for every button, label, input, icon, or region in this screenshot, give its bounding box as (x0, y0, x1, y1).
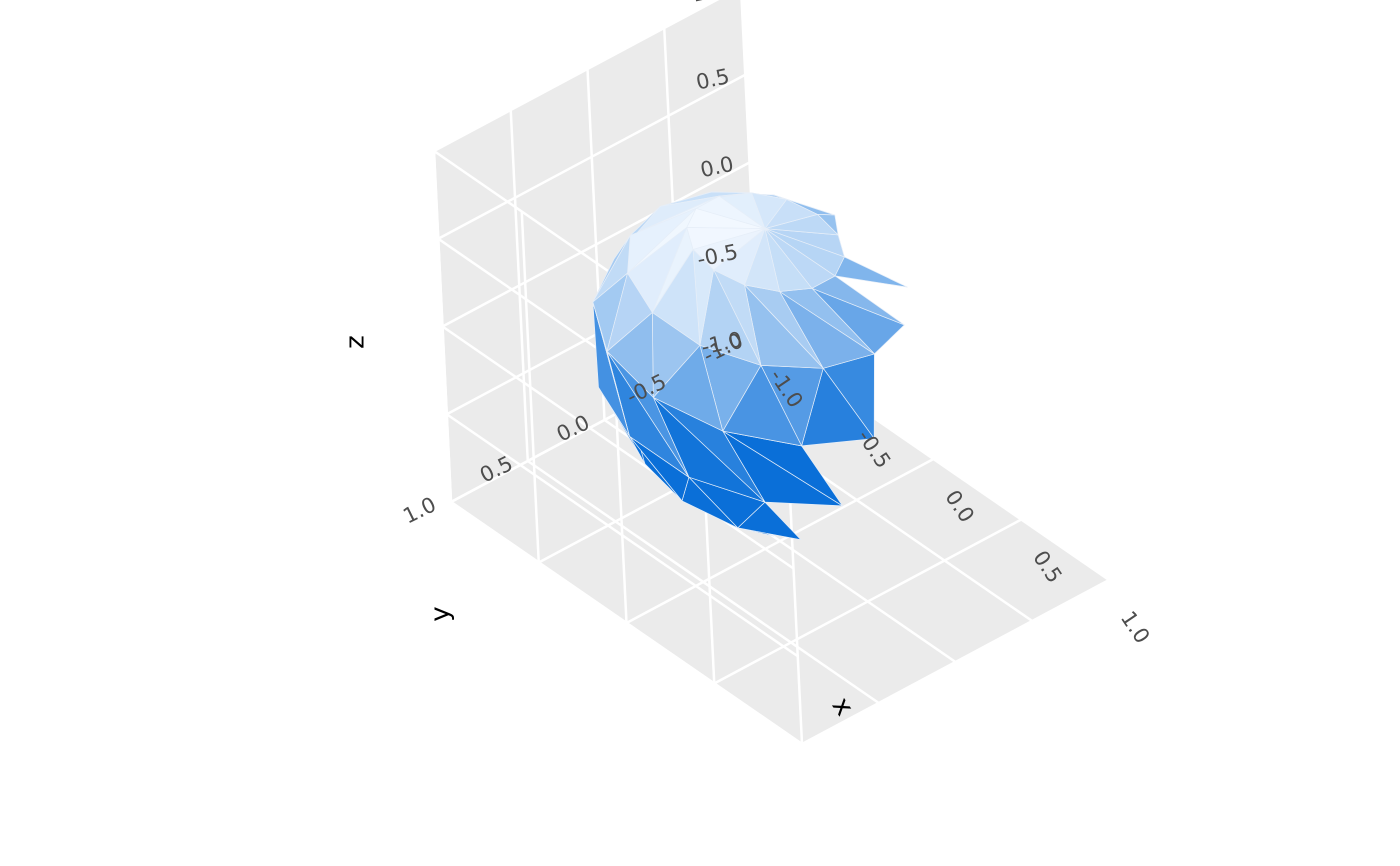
grid-line-y (527, 459, 880, 705)
surface-face (834, 256, 908, 288)
axis-titles: xyz (341, 335, 860, 721)
grid-line-z (433, 0, 720, 153)
x-tick-label: 1.0 (1116, 607, 1155, 648)
surface-face (606, 272, 653, 352)
grid-line-z (450, 500, 803, 746)
y-axis-title: y (426, 606, 456, 621)
grid-line-z (441, 325, 795, 570)
z-axis-title: z (341, 335, 371, 349)
grid-line-z (437, 73, 746, 240)
sphere-surface (592, 191, 908, 541)
y-tick-label: 1.0 (399, 492, 440, 528)
z-tick-label: 1.0 (690, 0, 728, 7)
grid-line-z (441, 161, 751, 328)
grid-line-z (446, 413, 799, 658)
